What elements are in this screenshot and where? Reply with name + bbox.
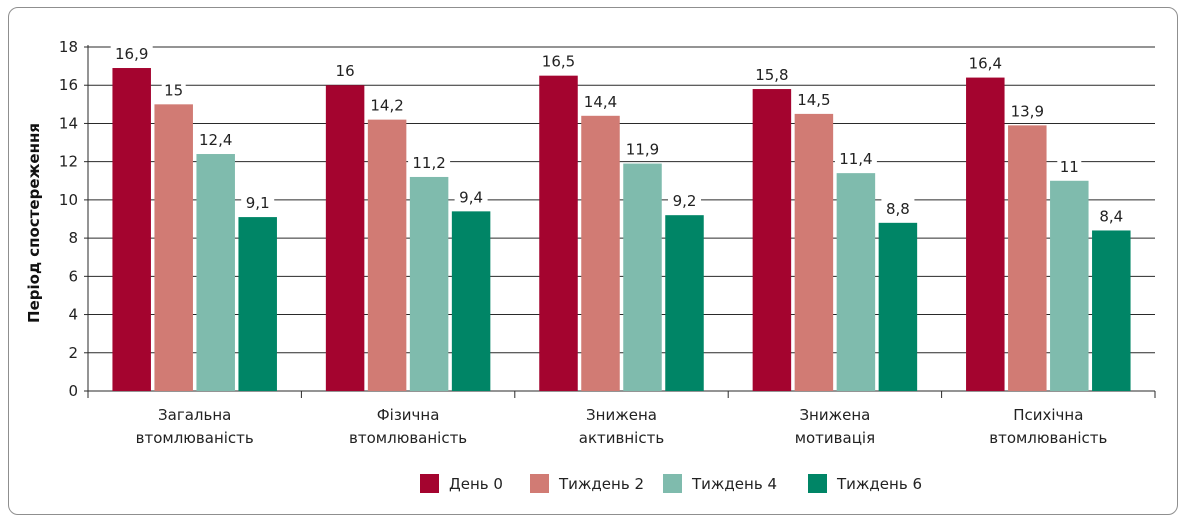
data-label-background (454, 187, 488, 206)
x-category-label: активність (579, 429, 664, 447)
data-label-background (881, 198, 915, 217)
y-tick-label: 2 (68, 344, 78, 362)
data-label: 11,2 (412, 154, 445, 172)
data-label: 16 (336, 62, 355, 80)
legend-label: Тиждень 2 (558, 475, 644, 493)
bar (325, 85, 365, 391)
data-label-background (621, 139, 664, 158)
legend-swatch (663, 474, 682, 493)
legend-label: Тиждень 6 (836, 475, 922, 493)
legend-swatch (530, 474, 549, 493)
bar (665, 215, 704, 391)
data-label-background (668, 191, 701, 210)
y-tick-label: 6 (68, 267, 78, 285)
data-label-background (194, 130, 237, 149)
legend-label: Тиждень 4 (691, 475, 777, 493)
data-label-background (1094, 206, 1128, 225)
bar (409, 176, 449, 391)
legend-swatch (420, 474, 439, 493)
x-category-label: Загальна (158, 406, 231, 424)
x-category-label: Психічна (1013, 406, 1083, 424)
data-label: 16,4 (969, 55, 1002, 73)
y-tick-label: 18 (59, 38, 78, 56)
data-label: 13,9 (1011, 102, 1044, 120)
y-tick-label: 4 (68, 306, 78, 324)
data-label: 9,4 (459, 188, 483, 206)
data-label-background (110, 44, 153, 63)
bar (238, 217, 277, 391)
x-category-label: мотивація (795, 429, 875, 447)
bar (451, 211, 491, 391)
data-label-background (537, 51, 580, 70)
x-category-label: втомлюваність (136, 429, 254, 447)
data-label: 15,8 (755, 66, 788, 84)
bar (752, 89, 792, 392)
data-label: 9,2 (673, 192, 697, 210)
data-label: 14,5 (797, 91, 830, 109)
y-tick-label: 14 (59, 114, 78, 132)
data-label-background (579, 91, 622, 110)
data-label-background (161, 80, 186, 99)
bar (1092, 230, 1131, 391)
data-label: 14,2 (370, 97, 403, 115)
y-tick-label: 0 (68, 382, 78, 400)
legend-label: День 0 (449, 475, 503, 493)
x-category-label: Фізична (377, 406, 440, 424)
y-axis-label: Період спостереження (25, 123, 43, 323)
data-label: 15 (164, 81, 183, 99)
data-label-background (834, 149, 877, 168)
bar (581, 115, 620, 392)
bar (966, 77, 1005, 392)
bar (878, 222, 918, 391)
data-label: 9,1 (246, 194, 270, 212)
bar (1008, 125, 1047, 391)
x-category-label: Знижена (586, 406, 657, 424)
data-label-background (964, 53, 1007, 72)
data-label: 16,5 (542, 53, 575, 71)
data-label: 16,9 (115, 45, 148, 63)
data-label: 8,4 (1099, 207, 1123, 225)
data-label-background (408, 152, 451, 171)
data-label: 8,8 (886, 200, 910, 218)
data-label: 14,4 (584, 93, 617, 111)
y-tick-label: 16 (59, 76, 78, 94)
data-label-background (1057, 156, 1082, 175)
bar (539, 75, 578, 392)
x-category-label: втомлюваність (349, 429, 467, 447)
bar (154, 104, 193, 391)
data-label: 11 (1060, 158, 1079, 176)
x-category-label: Знижена (799, 406, 870, 424)
data-label-background (366, 95, 409, 114)
y-tick-label: 8 (68, 229, 78, 247)
data-label-background (1006, 101, 1049, 120)
bar (623, 163, 662, 391)
data-label-background (750, 65, 793, 84)
y-tick-label: 12 (59, 153, 78, 171)
bar (1050, 180, 1089, 391)
data-label: 12,4 (199, 131, 232, 149)
bar (794, 113, 834, 391)
x-category-label: втомлюваність (989, 429, 1107, 447)
bar (836, 173, 876, 391)
legend-swatch (808, 474, 827, 493)
y-tick-label: 10 (59, 191, 78, 209)
bar (196, 154, 235, 391)
bar (112, 68, 151, 392)
data-label-background (792, 89, 835, 108)
data-label-background (333, 61, 358, 80)
data-label-background (241, 193, 275, 212)
bar (367, 119, 407, 391)
data-label: 11,4 (839, 150, 872, 168)
data-label: 11,9 (626, 141, 659, 159)
